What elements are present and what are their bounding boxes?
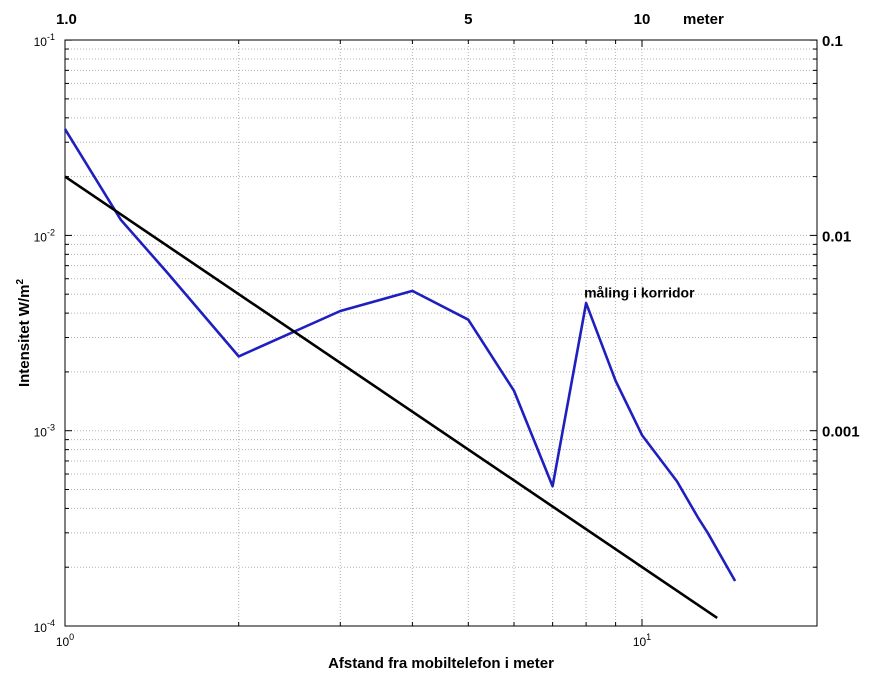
y-tick-exponent: -1 — [47, 32, 55, 42]
y-tick-label: 10-1 — [34, 32, 55, 49]
y-tick-label: 10-4 — [34, 618, 55, 635]
y-tick-label: 10-3 — [34, 423, 55, 440]
x-tick-label: 100 — [56, 632, 74, 649]
right-tick-label: 0.01 — [822, 228, 851, 245]
y-tick-exponent: -2 — [47, 227, 55, 237]
right-tick-label: 0.001 — [822, 424, 860, 441]
y-axis-label: Intensitet W/m2 — [15, 279, 33, 388]
top-tick-label: 10 — [634, 11, 651, 28]
plot-frame — [64, 39, 818, 627]
top-tick-label: 5 — [464, 11, 472, 28]
annotation-maaling-i-korridor: måling i korridor — [584, 284, 695, 300]
axis-ticks — [64, 39, 817, 627]
x-tick-label: 101 — [633, 632, 651, 649]
y-tick-exponent: -3 — [47, 423, 55, 433]
measured-intensity-line — [63, 128, 737, 582]
top-unit-label: meter — [683, 11, 724, 28]
y-tick-exponent: -4 — [47, 618, 55, 628]
y-axis-label-superscript: 2 — [15, 279, 26, 285]
x-tick-exponent: 0 — [69, 632, 74, 642]
y-tick-label: 10-2 — [34, 227, 55, 244]
top-tick-label: 1.0 — [56, 11, 77, 28]
right-tick-label: 0.1 — [822, 33, 843, 50]
x-tick-exponent: 1 — [646, 632, 651, 642]
theoretical-intensity-line — [64, 175, 718, 619]
data-series — [63, 128, 737, 619]
x-axis-label: Afstand fra mobiltelefon i meter — [328, 655, 554, 672]
grid — [65, 40, 817, 626]
